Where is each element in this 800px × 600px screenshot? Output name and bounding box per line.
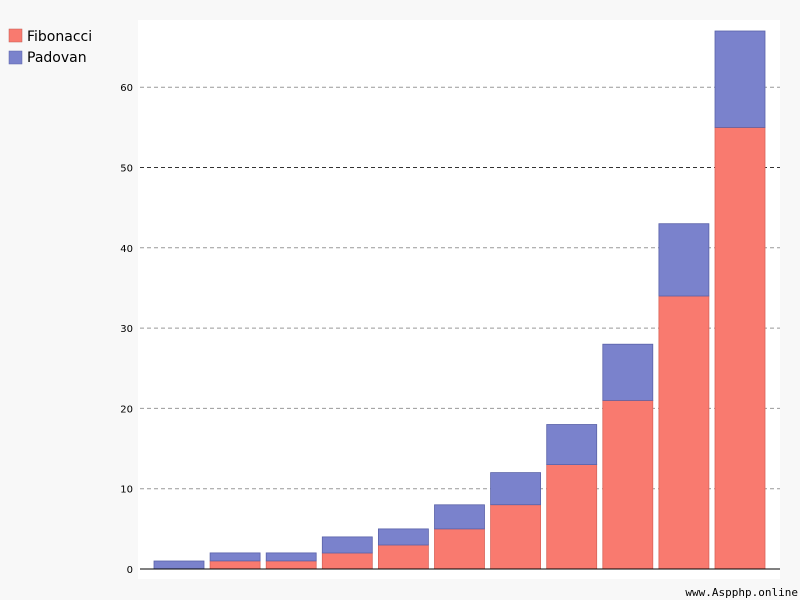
legend-swatch-fibonacci[interactable] (8, 28, 23, 43)
bar-fibonacci-10[interactable] (714, 127, 766, 570)
legend-swatch-padovan[interactable] (8, 50, 23, 65)
bar-fibonacci-2[interactable] (265, 560, 317, 570)
bar-padovan-8[interactable] (602, 343, 654, 401)
bar-padovan-4[interactable] (377, 528, 429, 546)
bar-padovan-0[interactable] (153, 560, 205, 570)
bar-padovan-10[interactable] (714, 30, 766, 128)
bar-fibonacci-7[interactable] (546, 464, 598, 570)
y-tick-label: 40 (120, 244, 133, 255)
bar-fibonacci-8[interactable] (602, 399, 654, 570)
bar-fibonacci-3[interactable] (321, 552, 373, 570)
y-tick-label: 30 (120, 324, 133, 335)
bars (153, 30, 766, 570)
legend-label-fibonacci[interactable]: Fibonacci (27, 29, 92, 45)
bar-padovan-6[interactable] (490, 472, 542, 506)
bar-padovan-2[interactable] (265, 552, 317, 562)
bar-fibonacci-9[interactable] (658, 295, 710, 570)
bar-padovan-9[interactable] (658, 223, 710, 297)
y-tick-label: 60 (120, 83, 133, 94)
y-tick-label: 20 (120, 404, 133, 415)
legend: Fibonacci Padovan (8, 28, 92, 66)
legend-label-padovan[interactable]: Padovan (27, 50, 87, 66)
bar-fibonacci-1[interactable] (209, 560, 261, 570)
y-tick-label: 50 (120, 164, 133, 175)
y-tick-label: 10 (120, 485, 133, 496)
y-tick-label: 0 (127, 565, 133, 576)
bar-padovan-5[interactable] (434, 504, 485, 530)
bar-padovan-7[interactable] (546, 424, 598, 465)
bar-fibonacci-5[interactable] (434, 528, 485, 570)
y-axis-ticks: 0 10 20 30 40 50 60 (120, 83, 133, 576)
bar-fibonacci-4[interactable] (377, 544, 429, 570)
bar-padovan-3[interactable] (321, 536, 373, 554)
bar-fibonacci-6[interactable] (490, 504, 542, 570)
watermark-text: www.Aspphp.online (685, 586, 798, 599)
bar-padovan-1[interactable] (209, 552, 261, 562)
